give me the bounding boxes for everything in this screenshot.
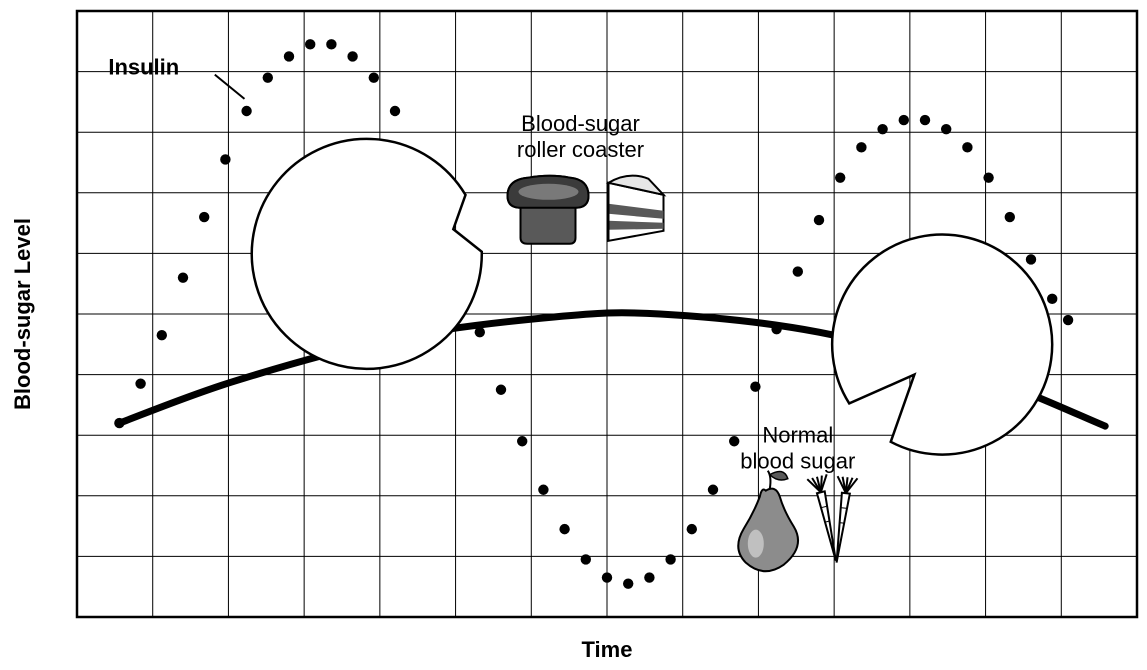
normal-text-1: Normal — [762, 423, 833, 448]
carrot-icon — [807, 474, 857, 564]
y-axis-label: Blood-sugar Level — [10, 218, 35, 410]
chart-svg: Insulin Blood-sugarroller coaster Normalbl… — [0, 0, 1147, 670]
normal-bubble — [832, 235, 1052, 455]
roller-coaster-text-1: Blood-sugar — [521, 111, 640, 136]
bread-icon — [508, 176, 589, 244]
roller-coaster-text-2: roller coaster — [517, 137, 644, 162]
x-axis-label: Time — [582, 637, 633, 662]
cake-icon — [609, 176, 664, 241]
pear-icon — [738, 471, 798, 572]
normal-text-2: blood sugar — [740, 449, 855, 474]
callout-normal: Normalblood sugar — [738, 235, 1052, 572]
chart-container: Insulin Blood-sugarroller coaster Normalbl… — [0, 0, 1147, 670]
insulin-pointer-line — [215, 75, 245, 99]
insulin-label: Insulin — [108, 55, 179, 80]
roller-coaster-bubble — [252, 139, 482, 369]
